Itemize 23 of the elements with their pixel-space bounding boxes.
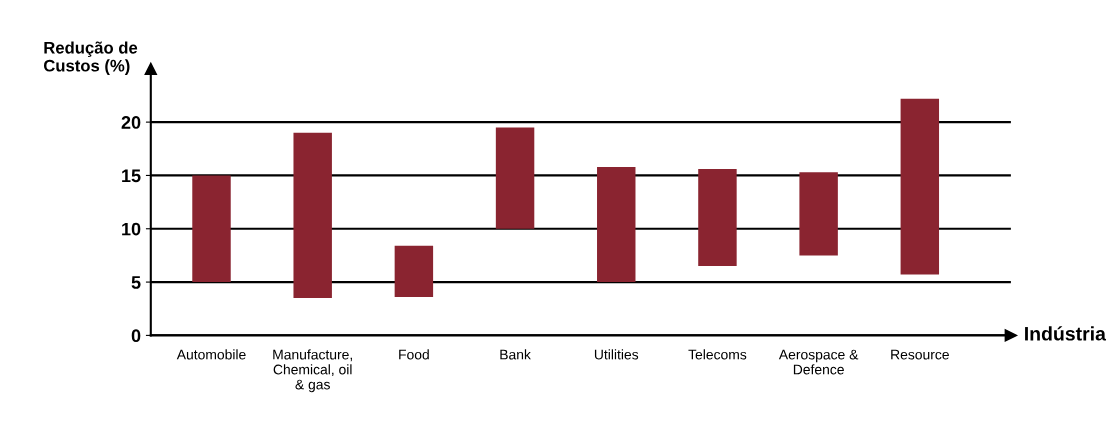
y-axis-title: Redução de Custos (%) bbox=[43, 41, 138, 75]
bar bbox=[495, 127, 535, 229]
x-tick-label: Bank bbox=[500, 349, 531, 360]
y-tick-label: 0 bbox=[131, 329, 141, 343]
x-tick-label: Aerospace & Defence bbox=[778, 349, 859, 375]
x-tick-label: Resource bbox=[891, 349, 949, 360]
bar bbox=[597, 166, 636, 283]
x-axis-title: Indústria bbox=[1025, 326, 1107, 341]
x-tick-label: Utilities bbox=[594, 349, 639, 360]
bar bbox=[192, 175, 231, 283]
y-tick-label: 5 bbox=[131, 276, 141, 289]
x-tick-label: Telecoms bbox=[688, 349, 747, 360]
y-tick-label: 10 bbox=[122, 222, 141, 236]
bar bbox=[394, 245, 434, 298]
bar bbox=[799, 172, 838, 256]
x-tick-label: Manufacture, Chemical, oil & gas bbox=[273, 349, 352, 393]
x-tick-label: Food bbox=[399, 349, 429, 360]
x-tick-label: Automobile bbox=[176, 349, 246, 360]
y-tick-label: 20 bbox=[121, 116, 141, 129]
bar bbox=[900, 98, 940, 275]
bar bbox=[293, 132, 332, 299]
bar bbox=[698, 169, 737, 267]
y-tick-label: 15 bbox=[122, 169, 141, 183]
